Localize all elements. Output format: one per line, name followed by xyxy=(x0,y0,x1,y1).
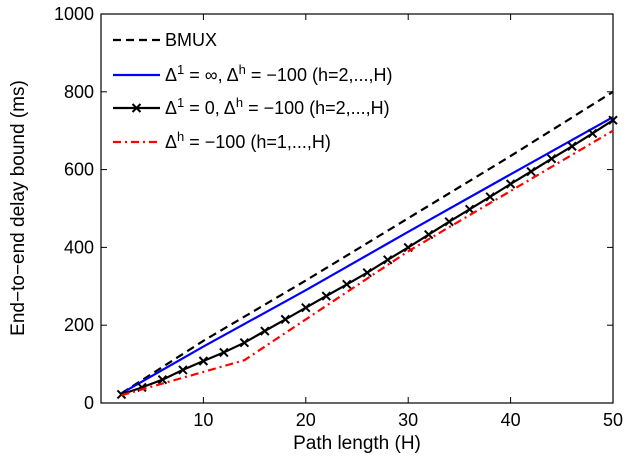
data-point-marker xyxy=(239,337,250,348)
data-point-marker xyxy=(157,374,168,385)
data-point-marker xyxy=(505,179,516,189)
y-tick-label: 0 xyxy=(84,393,94,413)
data-point-marker xyxy=(567,141,577,151)
y-tick-label: 800 xyxy=(64,82,94,102)
data-point-marker xyxy=(342,279,352,290)
data-point-marker xyxy=(383,255,393,265)
x-tick-label: 50 xyxy=(603,410,623,430)
legend-label-4: Δh = −100 (h=1,...,H) xyxy=(165,129,331,153)
series-line-2 xyxy=(120,116,614,395)
series-line-4 xyxy=(121,129,614,397)
series-line-1 xyxy=(120,90,614,395)
data-point-marker xyxy=(464,204,475,214)
data-point-marker xyxy=(587,128,598,139)
y-tick-label: 400 xyxy=(64,237,94,257)
x-axis-label: Path length (H) xyxy=(293,433,421,454)
x-tick-label: 20 xyxy=(296,410,316,430)
legend-marker xyxy=(131,103,142,113)
data-point-marker xyxy=(423,229,434,240)
data-point-marker xyxy=(485,192,495,202)
legend-label-2: Δ1 = ∞, Δh = −100 (h=2,...,H) xyxy=(165,62,392,86)
data-point-marker xyxy=(321,291,331,301)
data-point-marker xyxy=(178,365,188,375)
data-point-marker xyxy=(608,115,618,125)
series-layer xyxy=(116,90,618,400)
data-point-marker xyxy=(301,302,311,313)
y-tick-label: 600 xyxy=(64,160,94,180)
data-point-marker xyxy=(198,356,209,366)
y-axis-label: End−to−end delay bound (ms) xyxy=(8,80,29,336)
data-point-marker xyxy=(444,217,454,227)
data-point-marker xyxy=(526,166,536,177)
data-point-marker xyxy=(260,326,270,336)
data-point-marker xyxy=(280,314,291,325)
legend: BMUX Δ1 = ∞, Δh = −100 (h=2,...,H) Δ1 = 0,… xyxy=(113,30,392,152)
axis-ticks: 10 20 30 40 50 0 200 400 600 800 1000 xyxy=(54,4,623,430)
plot-area xyxy=(100,13,614,404)
y-tick-label: 200 xyxy=(64,315,94,335)
x-tick-label: 10 xyxy=(193,410,213,430)
x-tick-label: 40 xyxy=(501,410,521,430)
legend-label-3: Δ1 = 0, Δh = −100 (h=2,...,H) xyxy=(165,95,390,119)
legend-label-1: BMUX xyxy=(165,30,217,50)
x-tick-label: 30 xyxy=(398,410,418,430)
data-point-marker xyxy=(546,154,557,164)
data-point-marker xyxy=(219,347,229,358)
data-point-marker xyxy=(362,267,372,278)
y-tick-label: 1000 xyxy=(54,4,94,24)
